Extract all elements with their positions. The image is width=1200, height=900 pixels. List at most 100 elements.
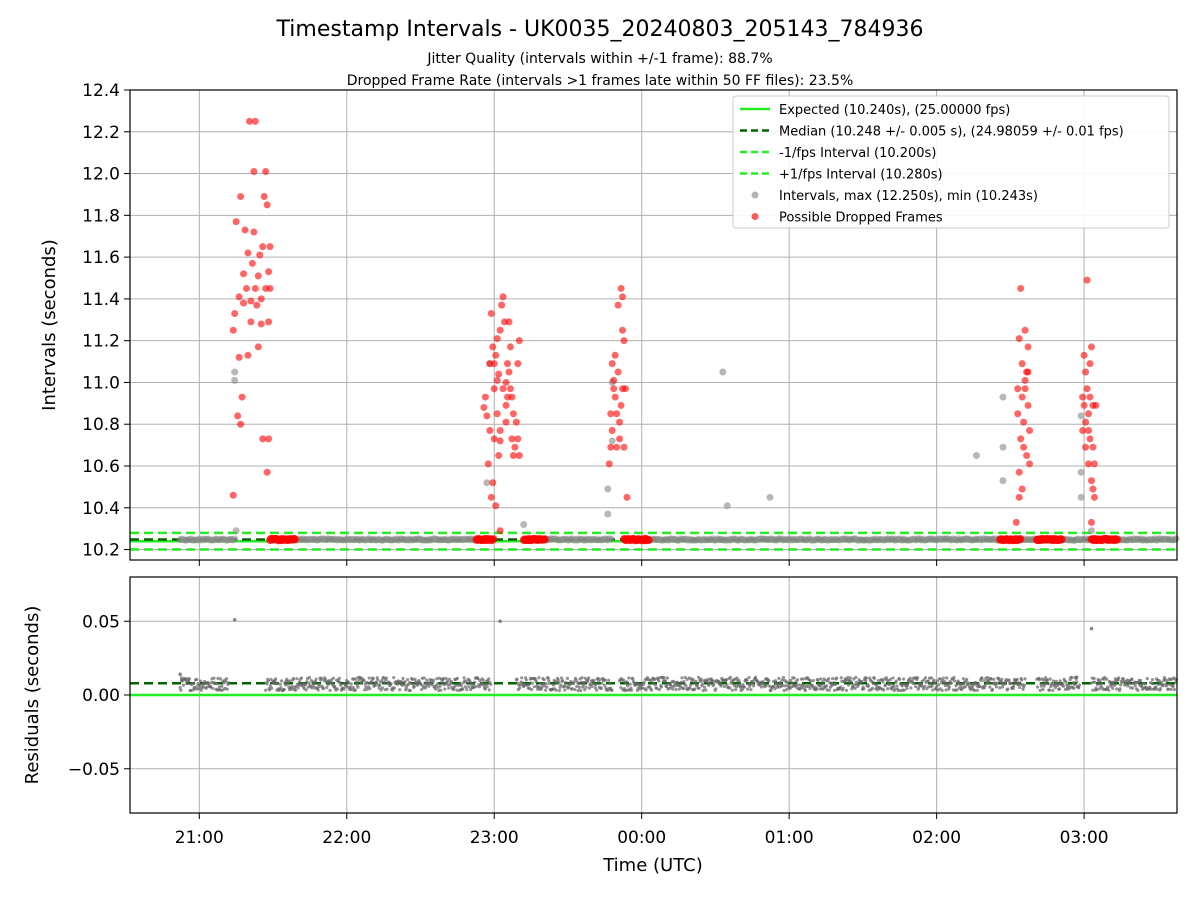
residual-point: [349, 685, 353, 689]
residual-point: [205, 685, 209, 689]
residual-point: [834, 676, 839, 680]
residual-point: [592, 678, 596, 683]
residual-point: [468, 679, 472, 684]
residual-point: [886, 687, 890, 691]
dropped-frame-point: [234, 412, 242, 420]
residual-point: [819, 677, 823, 681]
residual-point: [864, 676, 869, 680]
residual-point: [1046, 682, 1050, 686]
intervals-points: [176, 117, 1180, 545]
dropped-frame-point: [509, 452, 517, 460]
dropped-frame-point: [610, 376, 618, 384]
residual-point: [547, 679, 551, 683]
residual-point: [1099, 681, 1104, 685]
residual-point: [1041, 687, 1045, 692]
dropped-frame-point: [511, 443, 519, 451]
residual-point: [809, 679, 813, 683]
residual-point: [1045, 678, 1050, 682]
residual-point: [201, 685, 205, 689]
dropped-frame-point: [1021, 326, 1029, 334]
residual-point: [530, 687, 534, 692]
residual-point: [706, 677, 710, 681]
residual-point: [337, 676, 341, 680]
interval-point: [604, 510, 612, 518]
residual-point: [335, 687, 339, 691]
dropped-frame-point: [1089, 443, 1097, 451]
residual-point: [461, 687, 465, 691]
residual-point: [967, 681, 971, 685]
dropped-frame-point: [492, 351, 500, 359]
dropped-frame-point: [237, 420, 245, 428]
residual-point: [564, 681, 568, 685]
dropped-frame-point: [490, 385, 498, 393]
dropped-frame-point: [266, 284, 274, 292]
dropped-frame-point: [251, 284, 259, 292]
residual-point: [1070, 675, 1074, 680]
dropped-frame-point: [508, 393, 516, 401]
dropped-frame-point: [1015, 335, 1023, 343]
residual-point: [730, 688, 734, 692]
residual-point: [354, 680, 359, 684]
residual-point: [606, 678, 611, 682]
residual-point: [399, 680, 403, 684]
residual-point: [738, 682, 742, 686]
interval-point: [520, 520, 528, 528]
interval-point: [1087, 527, 1095, 535]
intervals-axes-frame: [129, 89, 1178, 561]
residual-point: [544, 682, 548, 686]
residual-point: [1133, 684, 1137, 688]
dropped-frame-point: [623, 493, 631, 501]
residual-point: [232, 617, 237, 622]
residual-point: [735, 676, 739, 680]
legend: Expected (10.240s), (25.00000 fps) Median…: [732, 95, 1170, 229]
residual-point: [217, 685, 221, 689]
residual-point: [447, 677, 452, 681]
dropped-frame-point: [263, 201, 271, 209]
residual-point: [487, 677, 491, 681]
residual-point: [537, 676, 541, 680]
residual-point: [665, 684, 669, 689]
residual-point: [659, 685, 663, 689]
residual-point: [853, 686, 857, 690]
dropped-frame-point: [1087, 518, 1095, 526]
residual-point: [199, 688, 203, 692]
dropped-frame-point: [244, 249, 252, 257]
residual-point: [347, 681, 351, 685]
residual-point: [1131, 686, 1135, 690]
residual-point: [540, 684, 544, 688]
intervals-y-ticks: 10.2 10.4 10.6 10.8 11.0 11.2 11.4 11.6 11.8 12.0…: [82, 81, 130, 561]
residual-point: [1168, 683, 1172, 687]
residual-point: [848, 676, 853, 680]
interval-point: [232, 527, 240, 535]
dropped-frame-point: [502, 418, 510, 426]
residual-point: [543, 688, 548, 692]
residual-point: [781, 683, 785, 688]
residuals-panel: 0.05 0.00 −0.05 21:00 22:00 23:00 00:00 01:00 0…: [22, 576, 1179, 876]
residual-point: [699, 677, 703, 681]
dropped-frame-point: [1057, 535, 1066, 544]
dropped-frame-point: [613, 410, 621, 418]
residual-point: [595, 688, 599, 692]
dropped-frame-point: [514, 435, 522, 443]
residual-point: [365, 687, 369, 692]
residual-point: [980, 676, 984, 680]
residual-point: [431, 681, 435, 685]
residual-point: [398, 688, 402, 692]
residual-point: [449, 680, 454, 684]
residual-point: [663, 679, 667, 683]
residual-point: [285, 682, 290, 686]
residual-point: [679, 680, 683, 684]
dropped-frame-point: [1087, 343, 1095, 351]
residual-point: [961, 677, 965, 681]
interval-point: [972, 452, 980, 460]
residual-point: [366, 681, 370, 685]
residual-point: [1161, 684, 1165, 688]
residual-point: [498, 619, 502, 624]
residual-point: [846, 683, 851, 687]
residual-point: [1107, 688, 1111, 692]
residual-point: [577, 685, 581, 689]
residual-point: [704, 688, 708, 692]
residual-point: [846, 675, 850, 680]
dropped-frame-point: [240, 270, 248, 278]
residual-point: [323, 677, 327, 682]
